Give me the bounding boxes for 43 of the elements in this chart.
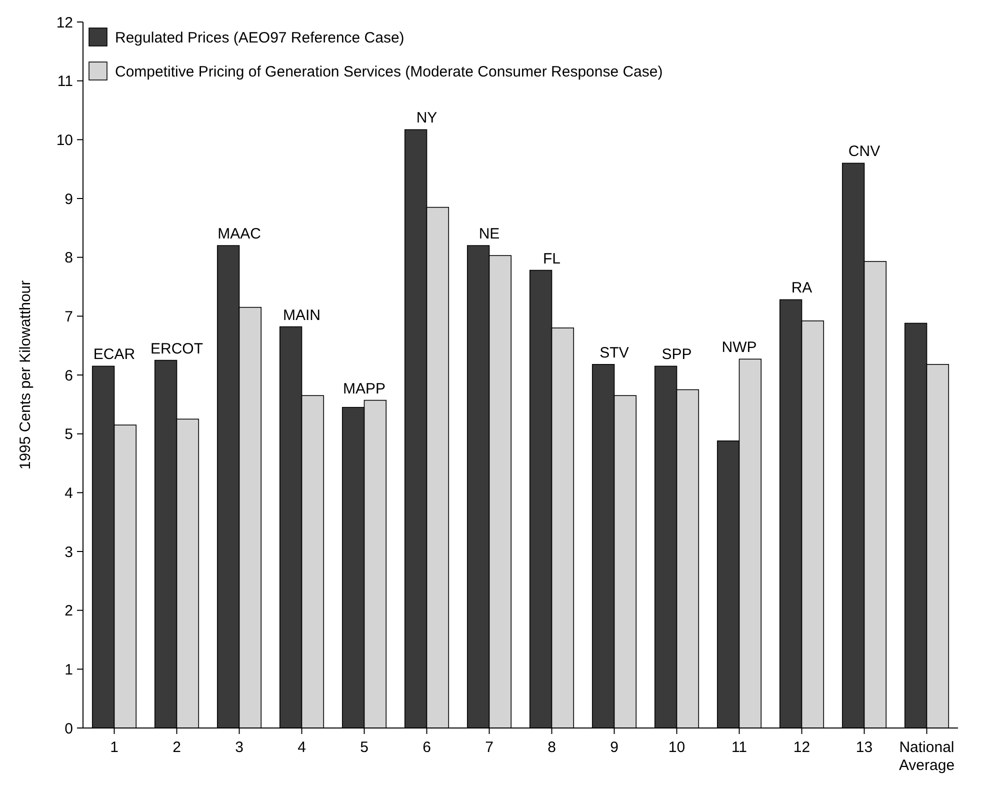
x-tick-label: 3: [235, 739, 244, 756]
y-axis-title: 1995 Cents per Kilowatthour: [17, 280, 34, 470]
annotation: NY: [416, 110, 438, 127]
x-tick-label: 1: [110, 739, 118, 756]
x-tick-label: 5: [360, 739, 368, 756]
y-tick-label: 8: [64, 250, 73, 267]
x-tick-label: National Average: [898, 739, 955, 774]
annotation: SPP: [662, 346, 692, 364]
x-tick-label: 4: [298, 739, 306, 756]
annotation: CNV: [848, 143, 880, 160]
y-tick-label: 9: [64, 190, 73, 208]
x-tick-label: 13: [856, 739, 873, 756]
y-tick-label: 0: [64, 720, 73, 738]
y-tick-label: 4: [64, 484, 73, 502]
annotation: MAIN: [283, 306, 320, 324]
annotation: ECAR: [93, 346, 136, 364]
annotation: RA: [791, 280, 812, 297]
y-tick-label: 12: [56, 14, 73, 32]
legend-label: Competitive Pricing of Generation Services (Moderate Consumer Response Case): [115, 63, 663, 80]
y-tick-label: 7: [64, 308, 73, 326]
y-tick-label: 1: [64, 661, 73, 678]
y-tick-label: 11: [57, 73, 73, 90]
y-tick-label: 2: [64, 602, 73, 620]
x-tick-label: 2: [172, 739, 181, 756]
annotation: ERCOT: [150, 340, 203, 358]
x-tick-label: 11: [731, 739, 748, 756]
y-tick-label: 5: [64, 426, 73, 444]
x-tick-label: 12: [793, 739, 810, 756]
annotation: FL: [542, 250, 561, 268]
annotation: NWP: [722, 339, 757, 356]
x-tick-label: 6: [422, 739, 431, 756]
legend-label: Regulated Prices (AEO97 Reference Case): [115, 29, 404, 46]
y-tick-label: 3: [64, 544, 73, 561]
y-tick-label: 10: [56, 132, 73, 149]
y-tick-label: 6: [64, 367, 73, 384]
annotation: MAPP: [342, 380, 386, 398]
x-tick-label: 7: [485, 739, 494, 756]
x-tick-label: 9: [610, 739, 618, 756]
x-tick-label: 10: [668, 739, 686, 756]
annotation: STV: [600, 344, 629, 362]
x-tick-label: 8: [548, 739, 556, 756]
annotation: NE: [478, 226, 500, 243]
annotation: MAAC: [218, 226, 262, 243]
